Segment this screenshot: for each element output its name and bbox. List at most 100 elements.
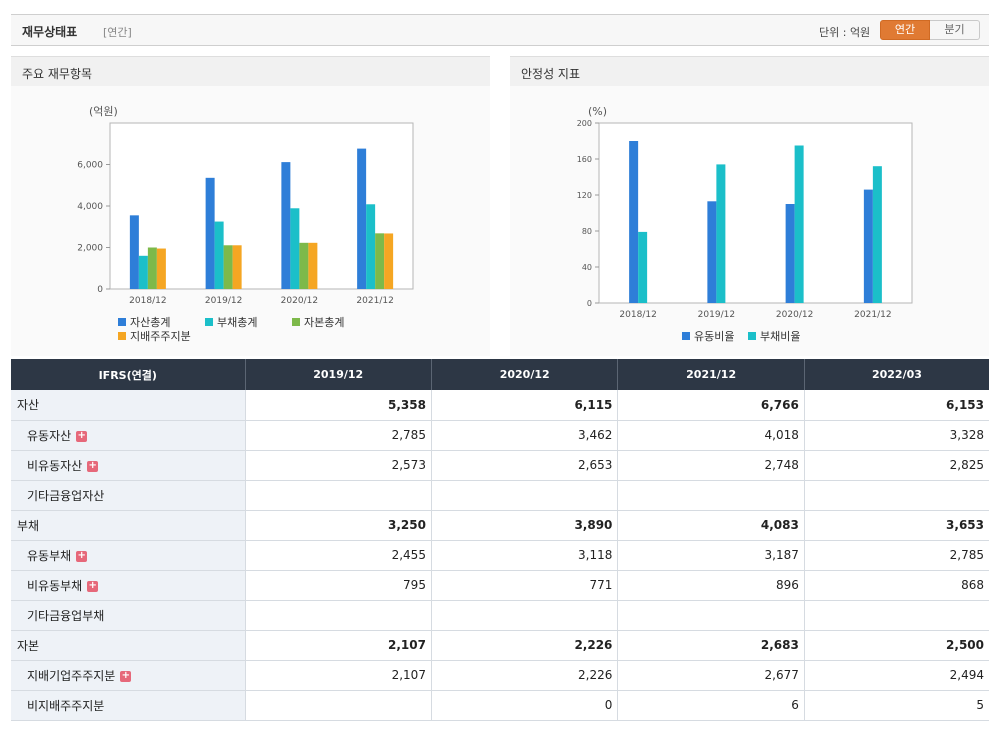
major-items-panel: 주요 재무항목 (억원) 0 2,000 4,000 6,000 2018/12 2019/… xyxy=(11,56,490,356)
bar-부채비율 xyxy=(716,164,726,303)
value-cell xyxy=(803,600,989,631)
legend-label: 부채총계 xyxy=(217,316,257,329)
row-label: 지배기업주주지분 + xyxy=(11,660,245,691)
row-label-text: 유동자산 xyxy=(27,428,72,443)
value-cell: 2,683 xyxy=(617,630,805,661)
y-axis-label: (%) xyxy=(588,105,607,118)
header-period: 2021/12 xyxy=(617,359,805,390)
quarter-button[interactable]: 분기 xyxy=(930,20,980,40)
row-label-text: 자본 xyxy=(17,638,40,653)
bar-자본총계 xyxy=(223,245,233,289)
bar-부채총계 xyxy=(138,255,148,289)
value-cell xyxy=(617,600,805,631)
bar-부채총계 xyxy=(290,208,300,289)
plot-area xyxy=(598,122,913,304)
row-label-text: 기타금융업부채 xyxy=(27,608,105,623)
expand-icon[interactable]: + xyxy=(87,459,99,472)
row-label-text: 기타금융업자산 xyxy=(27,488,105,503)
value-cell: 6,153 xyxy=(803,390,989,421)
header-period: 2019/12 xyxy=(244,359,432,390)
y-tick-label: 80 xyxy=(582,227,592,236)
bar-부채비율 xyxy=(638,231,648,303)
row-label-text: 유동부채 xyxy=(27,548,72,563)
major-items-title: 주요 재무항목 xyxy=(11,56,490,86)
legend-label: 자본총계 xyxy=(304,316,344,329)
bar-지배주주지분 xyxy=(384,233,394,289)
value-cell: 2,494 xyxy=(803,660,989,691)
row-label: 자본 xyxy=(11,630,245,661)
major-items-chart: (억원) 0 2,000 4,000 6,000 2018/12 2019/12 2020/1… xyxy=(77,105,414,343)
financial-table: IFRS(연결) 2019/12 2020/12 2021/12 2022/03 자산 5… xyxy=(11,359,989,721)
value-cell: 2,107 xyxy=(244,630,432,661)
bar-자본총계 xyxy=(147,247,157,289)
table-row: 유동부채 +2,455 3,118 3,187 2,785 xyxy=(11,540,989,571)
y-tick-label: 4,000 xyxy=(77,202,103,212)
y-axis-label: (억원) xyxy=(89,105,118,118)
expand-icon[interactable]: + xyxy=(76,429,88,442)
value-cell: 3,187 xyxy=(617,540,805,571)
table-row: 자산 5,358 6,115 6,766 6,153 xyxy=(11,390,989,421)
value-cell: 2,785 xyxy=(803,540,989,571)
period-label: [연간] xyxy=(103,26,132,39)
bar-유동비율 xyxy=(863,189,873,303)
header-period: 2020/12 xyxy=(430,359,618,390)
legend-label: 유동비율 xyxy=(694,330,734,343)
row-label: 기타금융업자산 xyxy=(11,480,245,511)
table-row: 기타금융업부채 xyxy=(11,600,989,631)
expand-icon[interactable]: + xyxy=(120,669,132,682)
row-label-text: 비지배주주지분 xyxy=(27,698,105,713)
legend-swatch xyxy=(748,332,756,340)
value-cell: 6 xyxy=(617,690,805,721)
x-tick-label: 2018/12 xyxy=(129,296,166,306)
value-cell: 3,890 xyxy=(430,510,618,541)
bar-자산총계 xyxy=(129,215,139,289)
value-cell: 868 xyxy=(803,570,989,601)
value-cell xyxy=(430,600,618,631)
table-row: 유동자산 +2,785 3,462 4,018 3,328 xyxy=(11,420,989,451)
row-label: 기타금융업부채 xyxy=(11,600,245,631)
value-cell xyxy=(244,600,432,631)
legend-swatch xyxy=(682,332,690,340)
row-label-text: 비유동자산 xyxy=(27,458,83,473)
value-cell: 6,115 xyxy=(430,390,618,421)
y-tick-label: 120 xyxy=(577,191,592,200)
legend-swatch xyxy=(205,318,213,326)
value-cell: 2,573 xyxy=(244,450,432,481)
header-ifrs: IFRS(연결) xyxy=(11,359,245,390)
stability-title: 안정성 지표 xyxy=(510,56,989,86)
bar-유동비율 xyxy=(629,141,639,303)
value-cell: 2,677 xyxy=(617,660,805,691)
y-tick-label: 40 xyxy=(582,263,592,272)
bar-자본총계 xyxy=(375,233,385,289)
legend-swatch xyxy=(118,318,126,326)
stability-chart: (%) 0 40 80 120 160 200 2018/12 2019/12 2020/12 20… xyxy=(577,105,913,343)
bar-부채총계 xyxy=(366,204,376,289)
value-cell: 2,500 xyxy=(803,630,989,661)
bar-부채총계 xyxy=(214,221,224,289)
annual-button[interactable]: 연간 xyxy=(880,20,930,40)
table-row: 자본 2,107 2,226 2,683 2,500 xyxy=(11,630,989,661)
table-header-row: IFRS(연결) 2019/12 2020/12 2021/12 2022/03 xyxy=(11,359,989,390)
row-label: 유동부채 + xyxy=(11,540,245,571)
x-tick-label: 2019/12 xyxy=(205,296,242,306)
value-cell: 2,785 xyxy=(244,420,432,451)
value-cell: 2,107 xyxy=(244,660,432,691)
expand-icon[interactable]: + xyxy=(87,579,99,592)
value-cell: 3,328 xyxy=(803,420,989,451)
value-cell: 0 xyxy=(430,690,618,721)
row-label-text: 부채 xyxy=(17,518,40,533)
value-cell: 3,118 xyxy=(430,540,618,571)
x-tick-label: 2021/12 xyxy=(356,296,393,306)
unit-label: 단위 : 억원 xyxy=(819,26,871,39)
value-cell: 2,653 xyxy=(430,450,618,481)
stability-panel: 안정성 지표 (%) 0 40 80 120 160 200 2018/12 2019/12 20… xyxy=(510,56,989,356)
expand-icon[interactable]: + xyxy=(76,549,88,562)
value-cell xyxy=(617,480,805,511)
legend-swatch xyxy=(118,332,126,340)
table-row: 기타금융업자산 xyxy=(11,480,989,511)
y-tick-label: 0 xyxy=(587,299,592,308)
row-label: 비지배주주지분 xyxy=(11,690,245,721)
y-tick-label: 6,000 xyxy=(77,161,103,171)
header-period: 2022/03 xyxy=(803,359,989,390)
bar-유동비율 xyxy=(785,204,795,303)
